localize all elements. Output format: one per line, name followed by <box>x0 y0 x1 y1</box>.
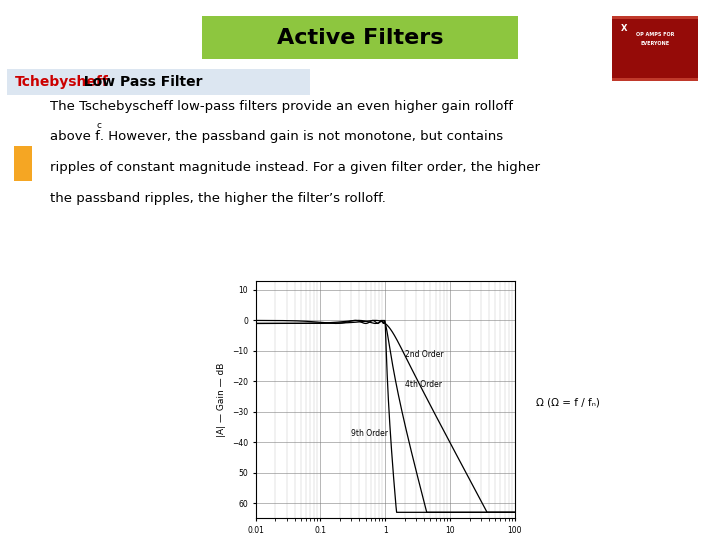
Text: c: c <box>96 122 101 131</box>
Text: 2nd Order: 2nd Order <box>405 350 444 359</box>
Text: Tchebysheff: Tchebysheff <box>15 75 109 89</box>
Text: Low Pass Filter: Low Pass Filter <box>73 75 202 89</box>
Text: The Tschebyscheff low-pass filters provide an even higher gain rolloff: The Tschebyscheff low-pass filters provi… <box>50 99 513 112</box>
Y-axis label: |A| — Gain — dB: |A| — Gain — dB <box>217 362 226 437</box>
Text: Ω (Ω = f / fₙ): Ω (Ω = f / fₙ) <box>536 397 600 407</box>
Text: 4th Order: 4th Order <box>405 380 441 389</box>
Text: the passband ripples, the higher the filter’s rolloff.: the passband ripples, the higher the fil… <box>50 192 386 205</box>
Text: X: X <box>621 24 627 33</box>
Text: OP AMPS FOR: OP AMPS FOR <box>636 32 675 37</box>
Text: above f⁣. However, the passband gain is not monotone, but contains: above f⁣. However, the passband gain is … <box>50 131 503 144</box>
Text: 9th Order: 9th Order <box>351 429 388 438</box>
Text: Active Filters: Active Filters <box>276 28 444 48</box>
Text: ripples of constant magnitude instead. For a given filter order, the higher: ripples of constant magnitude instead. F… <box>50 161 541 174</box>
Text: EVERYONE: EVERYONE <box>641 41 670 46</box>
